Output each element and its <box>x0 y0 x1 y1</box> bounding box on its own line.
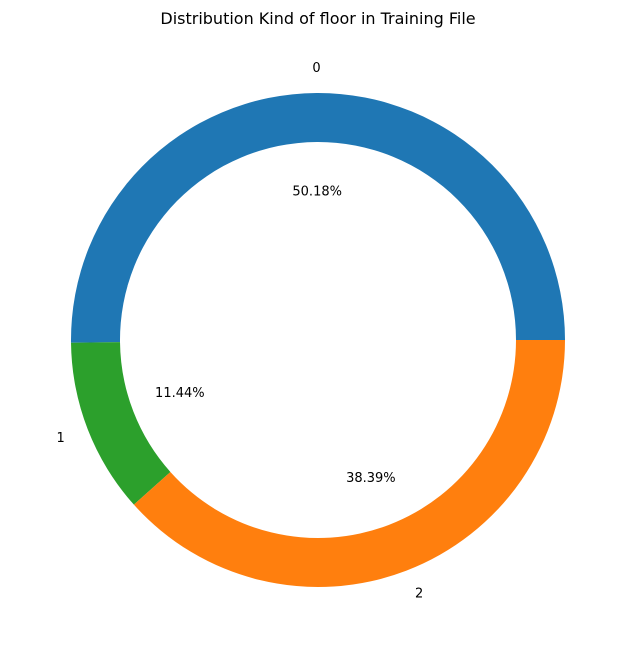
donut-slice-2 <box>133 340 566 587</box>
percent-label-1: 11.44% <box>155 386 205 401</box>
slice-label-1: 1 <box>56 431 64 446</box>
slices-group <box>70 92 566 587</box>
percent-label-0: 50.18% <box>292 184 342 199</box>
slice-label-0: 0 <box>312 61 320 76</box>
slice-label-2: 2 <box>415 586 423 601</box>
chart-title: Distribution Kind of floor in Training F… <box>160 9 475 28</box>
donut-slice-1 <box>71 342 171 505</box>
labels-group: 0 50.18% 1 11.44% 2 38.39% <box>56 61 423 602</box>
percent-label-2: 38.39% <box>346 471 396 486</box>
donut-slice-0 <box>70 92 566 343</box>
